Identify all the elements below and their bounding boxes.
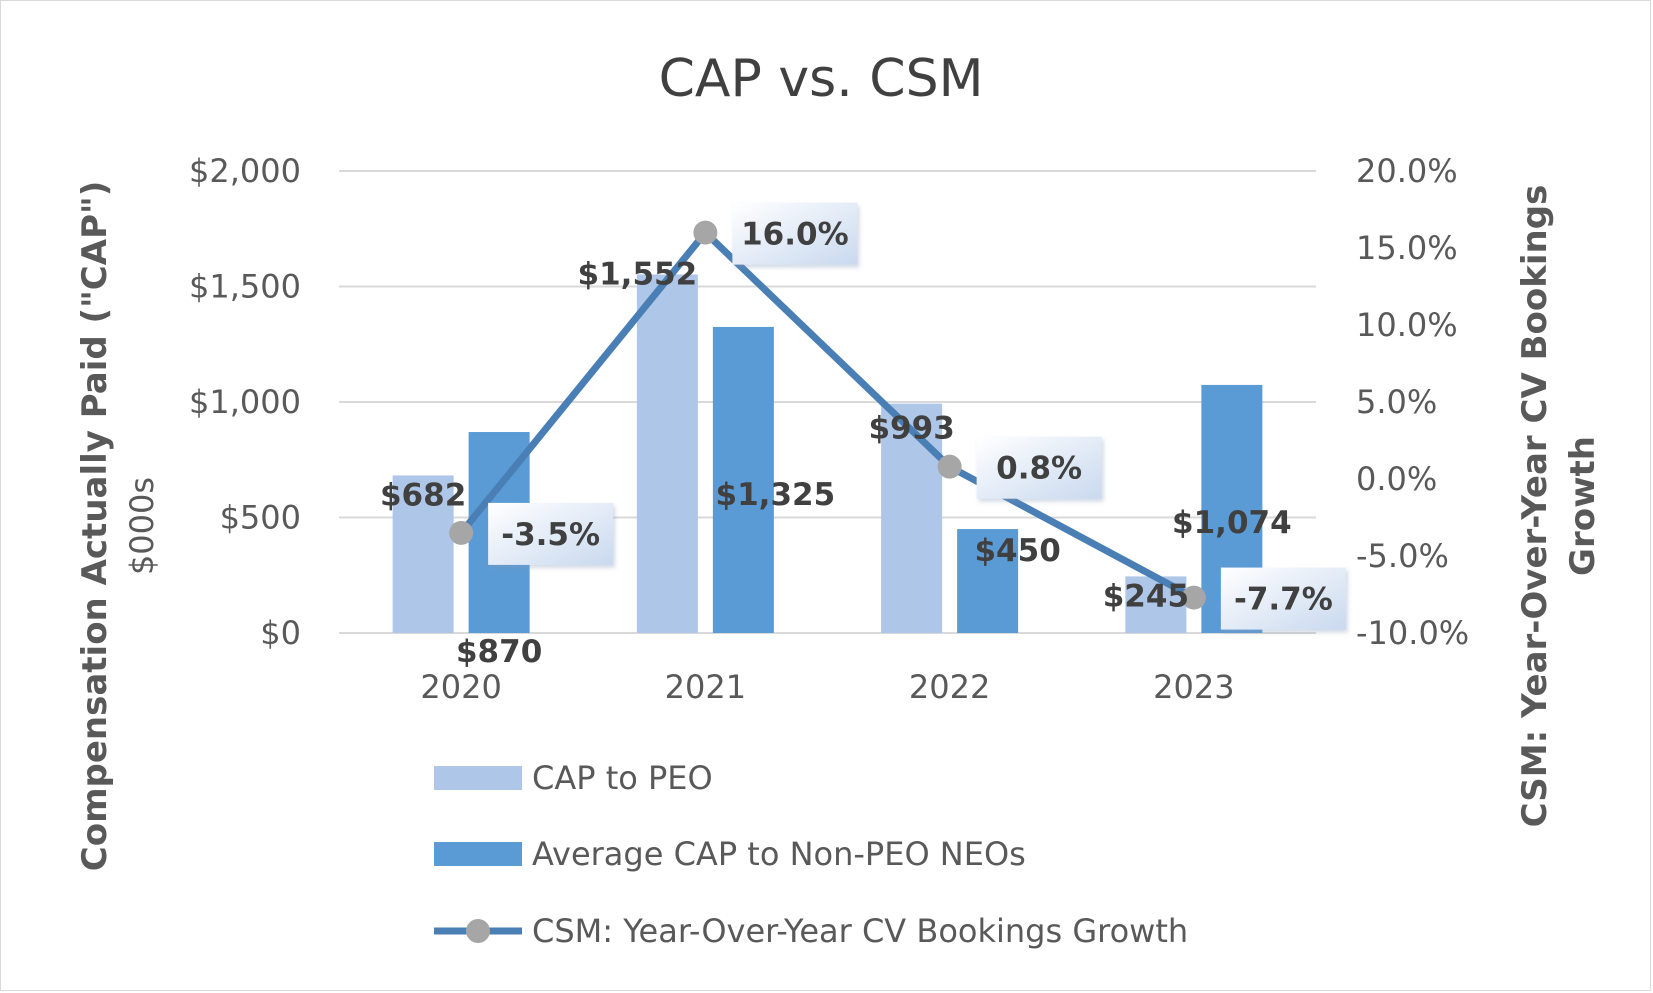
legend-marker	[466, 919, 490, 943]
y2-tick-label: -5.0%	[1356, 537, 1449, 575]
growth-data-label: -7.7%	[1234, 582, 1333, 618]
y-tick-label: $2,000	[189, 152, 301, 190]
legend-entry: Average CAP to Non-PEO NEOs	[434, 835, 1026, 873]
growth-label-box: -3.5%	[488, 502, 614, 565]
bar-cap-to-peo-2020	[392, 475, 454, 633]
bar-data-label: $682	[380, 477, 466, 513]
growth-data-label: 0.8%	[996, 451, 1082, 487]
y-tick-label: $0	[260, 614, 301, 652]
growth-label-bg	[488, 502, 614, 565]
y-tick-label: $500	[220, 499, 301, 537]
legend-label: CAP to PEO	[532, 759, 713, 797]
growth-label-box: 16.0%	[732, 202, 858, 265]
x-tick-label: 2021	[665, 668, 746, 706]
y2-axis-ticks: -10.0% -5.0% 0.0% 5.0% 10.0% 15.0% 20.0%	[1356, 152, 1469, 652]
bar-cap-to-peo-2021	[636, 274, 698, 633]
legend-entry: CAP to PEO	[434, 759, 713, 797]
legend-label: Average CAP to Non-PEO NEOs	[532, 835, 1026, 873]
growth-label-bg	[732, 202, 858, 265]
y2-axis-title: CSM: Year-Over-Year CV Bookings Growth	[1515, 185, 1603, 828]
x-tick-label: 2020	[420, 668, 501, 706]
y-tick-label: $1,000	[189, 383, 301, 421]
growth-label-bg	[1220, 567, 1346, 630]
legend-swatch	[434, 766, 522, 790]
growth-marker-2023	[1181, 585, 1206, 610]
legend-entry: CSM: Year-Over-Year CV Bookings Growth	[434, 912, 1188, 950]
growth-line	[458, 229, 1196, 601]
bar-cap-to-peo-2022	[881, 403, 943, 633]
growth-line-series	[449, 220, 1206, 610]
growth-marker-2021	[693, 220, 718, 245]
growth-marker-2020	[449, 520, 474, 545]
y2-tick-label: 0.0%	[1356, 460, 1437, 498]
bar-data-label: $450	[974, 533, 1060, 569]
chart-title: CAP vs. CSM	[659, 49, 984, 109]
growth-label-box: -7.7%	[1220, 567, 1346, 630]
growth-label-box: 0.8%	[976, 436, 1102, 499]
legend: CAP to PEO Average CAP to Non-PEO NEOs CSM…	[434, 759, 1188, 950]
bar-avg-cap-non-peo-2022	[957, 529, 1019, 633]
y-axis-sublabel: $000s	[123, 477, 161, 575]
bar-avg-cap-non-peo-2021	[712, 326, 774, 633]
y-axis-subtitle: $000s	[123, 477, 161, 575]
bar-labels: $682 $1,552 $993 $245 $870 $1,325 $450 $1,074	[380, 256, 1292, 670]
y-axis-label: Compensation Actually Paid ("CAP")	[75, 181, 115, 871]
bar-data-label: $870	[456, 634, 542, 670]
bar-data-label: $1,552	[578, 256, 698, 292]
legend-swatch	[434, 842, 522, 866]
legend-label: CSM: Year-Over-Year CV Bookings Growth	[532, 912, 1188, 950]
y2-tick-label: 5.0%	[1356, 383, 1437, 421]
bar-data-label: $993	[868, 411, 954, 447]
x-tick-label: 2023	[1153, 668, 1234, 706]
y2-axis-label-line1: CSM: Year-Over-Year CV Bookings	[1515, 185, 1555, 828]
y2-tick-label: 10.0%	[1356, 306, 1458, 344]
bar-data-label: $245	[1103, 578, 1189, 614]
bar-data-label: $1,074	[1172, 505, 1292, 541]
y-axis-title: Compensation Actually Paid ("CAP")	[75, 181, 115, 871]
x-axis-ticks: 2020 2021 2022 2023	[420, 668, 1234, 706]
x-tick-label: 2022	[909, 668, 990, 706]
y2-axis-label-line2: Growth	[1563, 436, 1603, 576]
y2-tick-label: 15.0%	[1356, 229, 1458, 267]
bar-data-label: $1,325	[716, 477, 836, 513]
growth-label-bg	[976, 436, 1102, 499]
growth-marker-2022	[937, 454, 962, 479]
y-tick-label: $1,500	[189, 268, 301, 306]
y2-tick-label: 20.0%	[1356, 152, 1458, 190]
growth-data-label: -3.5%	[501, 517, 600, 553]
y2-tick-label: -10.0%	[1356, 614, 1469, 652]
growth-labels: -3.5% 16.0% 0.8% -7.7%	[488, 202, 1346, 630]
growth-data-label: 16.0%	[741, 217, 849, 253]
y-axis-ticks: $0 $500 $1,000 $1,500 $2,000	[189, 152, 301, 652]
